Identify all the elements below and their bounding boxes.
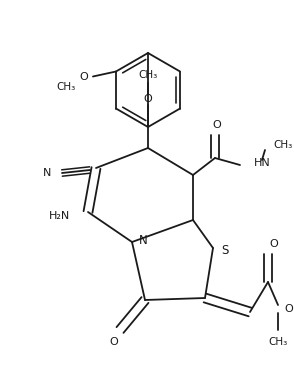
Text: O: O bbox=[284, 304, 293, 314]
Text: O: O bbox=[213, 120, 221, 130]
Text: H₂N: H₂N bbox=[49, 211, 71, 221]
Text: CH₃: CH₃ bbox=[273, 140, 293, 150]
Text: N: N bbox=[139, 234, 148, 248]
Text: CH₃: CH₃ bbox=[138, 70, 158, 80]
Text: N: N bbox=[43, 168, 51, 178]
Text: O: O bbox=[80, 71, 88, 81]
Text: HN: HN bbox=[254, 158, 271, 168]
Text: O: O bbox=[144, 94, 152, 104]
Text: CH₃: CH₃ bbox=[268, 337, 288, 347]
Text: O: O bbox=[270, 239, 278, 249]
Text: CH₃: CH₃ bbox=[56, 81, 76, 92]
Text: S: S bbox=[221, 244, 228, 256]
Text: O: O bbox=[110, 337, 118, 347]
